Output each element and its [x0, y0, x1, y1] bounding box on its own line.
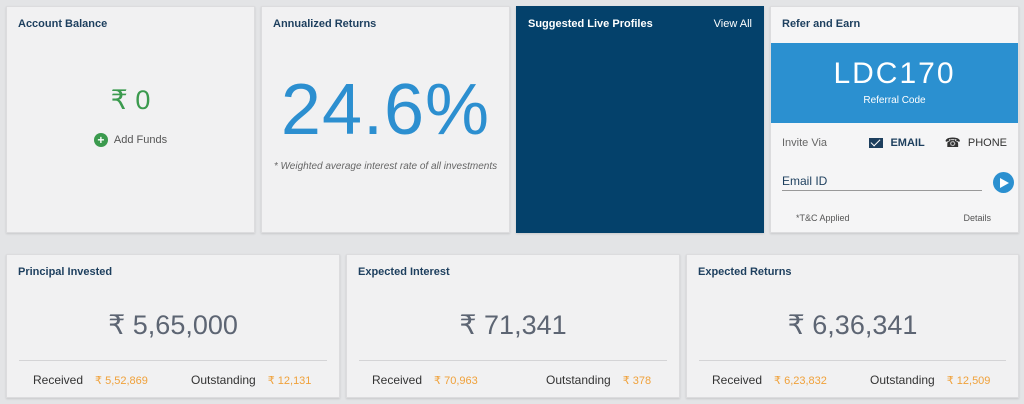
invite-via-label: Invite Via	[782, 137, 828, 149]
received-label: Received	[33, 373, 84, 387]
details-link[interactable]: Details	[963, 213, 991, 223]
expected-returns-card: Expected Returns ₹ 6,36,341 Received ₹ 6…	[686, 254, 1019, 398]
outstanding-label: Outstanding	[191, 373, 256, 387]
expected-returns-title: Expected Returns	[698, 266, 792, 278]
referral-code: LDC170	[833, 57, 956, 90]
invite-row: Invite Via EMAIL ☎ PHONE	[782, 135, 1007, 151]
received-label: Received	[372, 373, 423, 387]
received-value: ₹ 5,52,869	[95, 374, 148, 387]
divider	[699, 360, 1006, 361]
outstanding-value: ₹ 378	[622, 374, 652, 387]
annualized-returns-note: * Weighted average interest rate of all …	[273, 161, 498, 172]
invite-email-option[interactable]: EMAIL	[869, 137, 925, 149]
referral-code-label: Referral Code	[863, 95, 926, 106]
principal-invested-title: Principal Invested	[18, 266, 113, 278]
invite-phone-label: PHONE	[967, 137, 1007, 149]
invite-email-label: EMAIL	[890, 137, 925, 149]
outstanding-value: ₹ 12,131	[267, 374, 312, 387]
add-funds-label: Add Funds	[113, 134, 168, 146]
principal-received: Received ₹ 5,52,869	[33, 373, 148, 387]
annualized-returns-title: Annualized Returns	[273, 18, 377, 30]
suggested-profiles-card: Suggested Live Profiles View All	[516, 6, 764, 233]
add-funds-button[interactable]: + Add Funds	[7, 133, 254, 147]
received-label: Received	[712, 373, 763, 387]
received-value: ₹ 6,23,832	[774, 374, 827, 387]
expected-interest-card: Expected Interest ₹ 71,341 Received ₹ 70…	[346, 254, 680, 398]
expected-interest-title: Expected Interest	[358, 266, 450, 278]
divider	[19, 360, 327, 361]
phone-icon: ☎	[944, 135, 961, 150]
expected-interest-value: ₹ 71,341	[459, 310, 567, 340]
outstanding-label: Outstanding	[870, 373, 935, 387]
mail-icon	[869, 138, 884, 148]
add-circle-icon: +	[93, 133, 108, 147]
email-id-input[interactable]	[782, 171, 982, 191]
outstanding-value: ₹ 12,509	[946, 374, 991, 387]
divider	[359, 360, 667, 361]
principal-outstanding: Outstanding ₹ 12,131	[191, 373, 311, 387]
returns-received: Received ₹ 6,23,832	[712, 373, 827, 387]
send-invite-button[interactable]	[993, 172, 1014, 193]
received-value: ₹ 70,963	[434, 374, 478, 387]
tnc-text: *T&C Applied	[796, 213, 850, 223]
outstanding-label: Outstanding	[546, 373, 611, 387]
interest-outstanding: Outstanding ₹ 378	[546, 373, 651, 387]
account-balance-card: Account Balance ₹ 0 + Add Funds	[6, 6, 255, 233]
principal-invested-value: ₹ 5,65,000	[108, 310, 238, 340]
expected-returns-value: ₹ 6,36,341	[787, 310, 918, 340]
annualized-returns-value: 24.6%	[280, 70, 491, 150]
suggested-profiles-title: Suggested Live Profiles	[528, 18, 653, 30]
send-icon	[1000, 177, 1009, 188]
referral-banner: LDC170 Referral Code	[771, 43, 1018, 123]
refer-earn-title: Refer and Earn	[782, 18, 861, 30]
annualized-returns-card: Annualized Returns 24.6% * Weighted aver…	[261, 6, 510, 233]
invite-phone-option[interactable]: ☎ PHONE	[945, 135, 1007, 151]
returns-outstanding: Outstanding ₹ 12,509	[870, 373, 990, 387]
account-balance-value: ₹ 0	[110, 85, 151, 115]
principal-invested-card: Principal Invested ₹ 5,65,000 Received ₹…	[6, 254, 340, 398]
account-balance-title: Account Balance	[18, 18, 108, 30]
interest-received: Received ₹ 70,963	[372, 373, 478, 387]
view-all-link[interactable]: View All	[713, 18, 752, 30]
refer-earn-card: Refer and Earn LDC170 Referral Code Invi…	[770, 6, 1019, 233]
